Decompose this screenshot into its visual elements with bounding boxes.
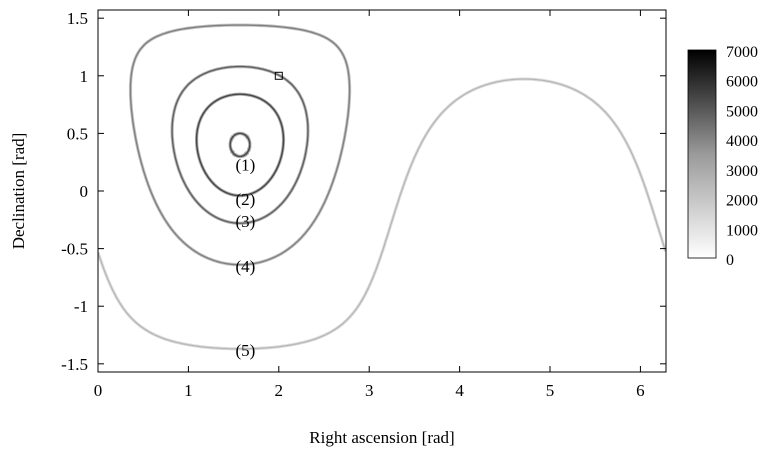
y-tick-label: 0.5	[67, 124, 88, 143]
x-tick-label: 6	[636, 381, 645, 400]
x-axis-label: Right ascension [rad]	[309, 428, 454, 447]
density-curve	[229, 132, 251, 158]
y-tick-label: 1.5	[67, 9, 88, 28]
curve-halo	[195, 92, 286, 198]
density-curve	[129, 24, 351, 266]
curve-label: (5)	[235, 341, 255, 360]
colorbar-tick-label: 2000	[726, 193, 758, 210]
x-tick-label: 0	[94, 381, 103, 400]
curve-label: (4)	[235, 257, 255, 276]
plot-frame	[97, 9, 667, 373]
curve-labels: (1) (2) (3) (4) (5)	[235, 156, 255, 360]
colorbar-tick-label: 6000	[726, 74, 758, 91]
y-tick-label: -1	[74, 297, 88, 316]
density-curve	[524, 78, 666, 252]
density-curve	[195, 93, 285, 197]
x-tick-label: 2	[275, 381, 284, 400]
colorbar-tick-label: 0	[726, 252, 734, 269]
y-tick-label: -0.5	[61, 240, 88, 259]
colorbar	[687, 49, 717, 259]
y-tick-label: -1.5	[61, 355, 88, 374]
square-marker	[274, 71, 283, 80]
colorbar-tick-label: 3000	[726, 163, 758, 180]
colorbar-tick-labels: 0 1000 2000 3000 4000 5000 6000 7000	[726, 44, 758, 269]
curve-label: (3)	[235, 212, 255, 231]
x-tick-label: 5	[546, 381, 555, 400]
curve-halo	[524, 77, 666, 252]
x-axis-ticks: 0 1 2 3 4 5 6	[94, 10, 645, 400]
colorbar-tick-label: 7000	[726, 44, 758, 61]
colorbar-tick-label: 4000	[726, 133, 758, 150]
colorbar-tick-label: 5000	[726, 103, 758, 120]
density-curves	[98, 23, 666, 351]
x-tick-label: 1	[184, 381, 193, 400]
curve-label: (1)	[235, 156, 255, 175]
y-tick-label: 0	[80, 182, 89, 201]
marker-layer	[274, 71, 283, 80]
y-axis-label: Declination [rad]	[9, 133, 28, 250]
y-axis-ticks: -1.5 -1 -0.5 0 0.5 1 1.5	[61, 9, 666, 374]
y-tick-label: 1	[80, 67, 89, 86]
density-curve	[171, 65, 309, 224]
curve-label: (2)	[235, 190, 255, 209]
density-curve	[98, 78, 524, 350]
x-tick-label: 4	[455, 381, 464, 400]
x-tick-label: 3	[365, 381, 374, 400]
colorbar-tick-label: 1000	[726, 222, 758, 239]
